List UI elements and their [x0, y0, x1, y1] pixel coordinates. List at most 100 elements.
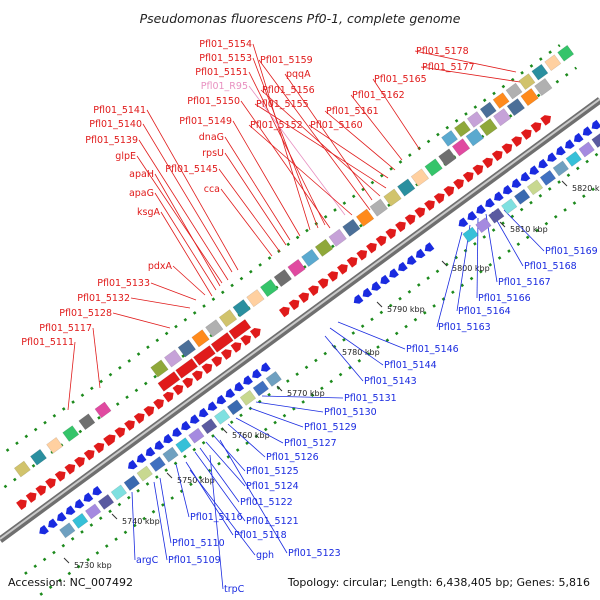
protein-domain-block [397, 178, 416, 197]
label-leader-line [224, 136, 291, 241]
protein-domain-block [301, 248, 320, 267]
gene-label-forward: rpsU [202, 148, 224, 159]
gene-label-forward: Pfl01_5139 [85, 135, 138, 146]
reverse-gene-arrow [458, 217, 469, 227]
forward-gene-arrow [103, 435, 114, 447]
reverse-gene-arrow [65, 505, 76, 515]
forward-gene-arrow [288, 299, 300, 311]
tick-mark [499, 221, 506, 228]
tick-label: 5820 kbp [572, 184, 600, 193]
gene-label-forward: Pfl01_5132 [77, 293, 130, 304]
forward-gene-arrow [211, 356, 222, 367]
reverse-gene-arrow [145, 446, 156, 457]
label-leader-line [350, 94, 403, 161]
gene-label-reverse: Pfl01_5116 [190, 512, 243, 523]
reverse-gene-arrow [261, 362, 271, 372]
protein-domain-block [520, 88, 539, 107]
protein-domain-block [591, 132, 600, 148]
gene-label-reverse: Pfl01_5169 [545, 246, 598, 257]
protein-domain-block [59, 522, 76, 539]
protein-domain-block [150, 359, 169, 378]
protein-domain-block [314, 238, 334, 257]
forward-gene-arrow [278, 306, 290, 318]
protein-domain-block [505, 82, 523, 100]
gene-label-forward: Pfl01_5145 [165, 164, 218, 175]
forward-gene-arrow [472, 164, 484, 176]
gene-label-reverse: Pfl01_5144 [384, 360, 437, 371]
gene-label-forward: Pfl01_5156 [262, 85, 315, 96]
protein-domain-block [552, 160, 569, 177]
reverse-gene-arrow [48, 518, 58, 528]
gene-label-forward: pdxA [148, 261, 173, 272]
label-leader-line [67, 341, 76, 411]
label-leader-line [220, 188, 273, 257]
protein-domain-block [479, 118, 498, 137]
forward-gene-arrow [482, 157, 493, 169]
reverse-gene-arrow [547, 152, 557, 162]
label-leader-line [284, 73, 373, 201]
gene-label-forward: Pfl01_5178 [416, 46, 469, 57]
label-leader-line [224, 152, 287, 246]
label-leader-line [131, 491, 136, 561]
tick-label: 5730 kbp [74, 561, 112, 570]
label-leader-line [209, 454, 224, 590]
gene-label-reverse: Pfl01_5118 [234, 530, 287, 541]
label-leader-line [232, 120, 301, 237]
label-leader-line [372, 78, 421, 151]
label-leader-line [476, 217, 479, 299]
protein-domain-block [201, 418, 218, 435]
dotted-guide-line [24, 150, 600, 575]
accession-text: Accession: NC_007492 [8, 576, 133, 589]
label-leader-line [261, 395, 344, 399]
tick-label: 5790 kbp [387, 305, 425, 314]
reverse-gene-arrow [127, 459, 138, 470]
gene-label-reverse: Pfl01_5168 [524, 261, 577, 272]
protein-domain-block [252, 380, 269, 397]
forward-gene-arrow [453, 178, 464, 190]
forward-gene-arrow [143, 406, 155, 417]
forward-gene-arrow [308, 285, 319, 296]
forward-gene-arrow [356, 249, 368, 261]
protein-domain-block [526, 179, 544, 196]
forward-gene-arrow [45, 478, 56, 489]
reverse-gene-arrow [573, 132, 584, 143]
gene-features [13, 44, 600, 539]
reverse-gene-arrow [234, 381, 245, 392]
gene-label-forward: pqqA [286, 69, 311, 80]
forward-gene-arrow [395, 221, 406, 233]
forward-gene-block [157, 371, 181, 392]
gene-label-forward: glpE [115, 151, 136, 162]
reverse-gene-arrow [565, 139, 575, 149]
gene-label-reverse: Pfl01_5130 [324, 407, 377, 418]
protein-domain-block [273, 268, 292, 288]
forward-gene-arrow [366, 242, 377, 254]
protein-domain-block [328, 228, 347, 247]
gene-label-forward: Pfl01_5153 [199, 53, 252, 64]
label-leader-line [154, 192, 217, 291]
protein-domain-block [265, 371, 282, 387]
forward-gene-arrow [172, 384, 184, 396]
label-leader-line [248, 124, 353, 216]
label-leader-line [337, 321, 406, 350]
forward-gene-arrow [240, 335, 252, 346]
protein-domain-block [475, 217, 492, 234]
protein-domain-block [213, 408, 231, 425]
reverse-gene-arrow [198, 407, 209, 418]
forward-gene-arrow [182, 377, 193, 389]
label-leader-line [92, 327, 101, 389]
protein-domain-block [438, 148, 457, 167]
protein-domain-block [162, 446, 179, 463]
gene-label-reverse: Pfl01_5129 [304, 422, 357, 433]
gene-label-forward: Pfl01_5152 [250, 120, 303, 131]
forward-gene-arrow [385, 228, 397, 240]
forward-gene-arrow [162, 391, 174, 403]
protein-domain-block [424, 158, 443, 177]
reverse-gene-arrow [172, 427, 182, 437]
tick-mark [166, 472, 173, 479]
forward-gene-arrow [74, 456, 85, 468]
forward-gene-arrow [249, 328, 261, 339]
protein-domain-block [84, 503, 102, 520]
protein-domain-block [246, 289, 265, 308]
protein-domain-block [466, 111, 484, 128]
reverse-gene-arrow [556, 145, 566, 156]
